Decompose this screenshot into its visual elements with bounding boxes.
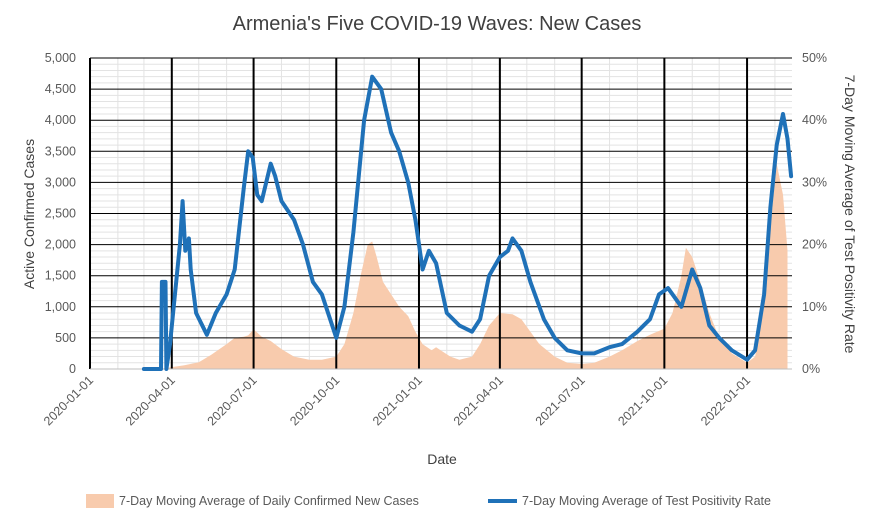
- right-axis-ticks: 0% 10% 20% 30% 40% 50%: [802, 51, 827, 376]
- major-gridlines: [89, 57, 792, 370]
- x-tick-label: 2021-04-01: [451, 373, 506, 428]
- legend-label-positivity: 7-Day Moving Average of Test Positivity …: [522, 494, 771, 508]
- left-tick-label: 4,500: [45, 82, 76, 96]
- left-tick-label: 4,000: [45, 113, 76, 127]
- left-tick-label: 1,000: [45, 300, 76, 314]
- left-tick-label: 5,000: [45, 51, 76, 65]
- cases-area-layer: [143, 163, 788, 369]
- x-tick-label: 2021-01-01: [370, 373, 425, 428]
- x-axis-title: Date: [427, 451, 457, 467]
- right-tick-label: 20%: [802, 238, 827, 252]
- left-axis-ticks: 0 500 1,000 1,500 2,000 2,500 3,000 3,500 4,000 4…: [45, 51, 76, 376]
- right-tick-label: 30%: [802, 175, 827, 189]
- right-tick-label: 0%: [802, 362, 820, 376]
- x-tick-label: 2020-10-01: [287, 373, 342, 428]
- left-tick-label: 500: [55, 331, 76, 345]
- legend-swatch-cases: [86, 494, 114, 508]
- left-tick-label: 2,500: [45, 207, 76, 221]
- right-axis-title: 7-Day Moving Average of Test Positivity …: [842, 75, 858, 354]
- positivity-line-layer: [141, 74, 794, 371]
- right-tick-label: 10%: [802, 300, 827, 314]
- x-tick-label: 2021-07-01: [533, 373, 588, 428]
- positivity-line: [141, 74, 794, 371]
- x-tick-label: 2020-01-01: [41, 373, 96, 428]
- left-tick-label: 3,500: [45, 144, 76, 158]
- chart-title: Armenia's Five COVID-19 Waves: New Cases: [233, 13, 642, 35]
- x-tick-label: 2022-01-01: [698, 373, 753, 428]
- x-tick-label: 2020-07-01: [205, 373, 260, 428]
- x-tick-label: 2020-04-01: [123, 373, 178, 428]
- x-tick-label: 2021-10-01: [615, 373, 670, 428]
- cases-area: [143, 163, 788, 369]
- left-axis-title: Active Confirmed Cases: [21, 139, 37, 289]
- left-tick-label: 0: [69, 362, 76, 376]
- x-axis-ticks: 2020-01-01 2020-04-01 2020-07-01 2020-10-01…: [41, 373, 753, 428]
- minor-gridlines: [90, 58, 792, 369]
- legend: 7-Day Moving Average of Daily Confirmed …: [86, 494, 771, 508]
- left-tick-label: 3,000: [45, 175, 76, 189]
- right-tick-label: 50%: [802, 51, 827, 65]
- left-tick-label: 1,500: [45, 269, 76, 283]
- left-tick-label: 2,000: [45, 238, 76, 252]
- right-tick-label: 40%: [802, 113, 827, 127]
- legend-label-cases: 7-Day Moving Average of Daily Confirmed …: [119, 494, 419, 508]
